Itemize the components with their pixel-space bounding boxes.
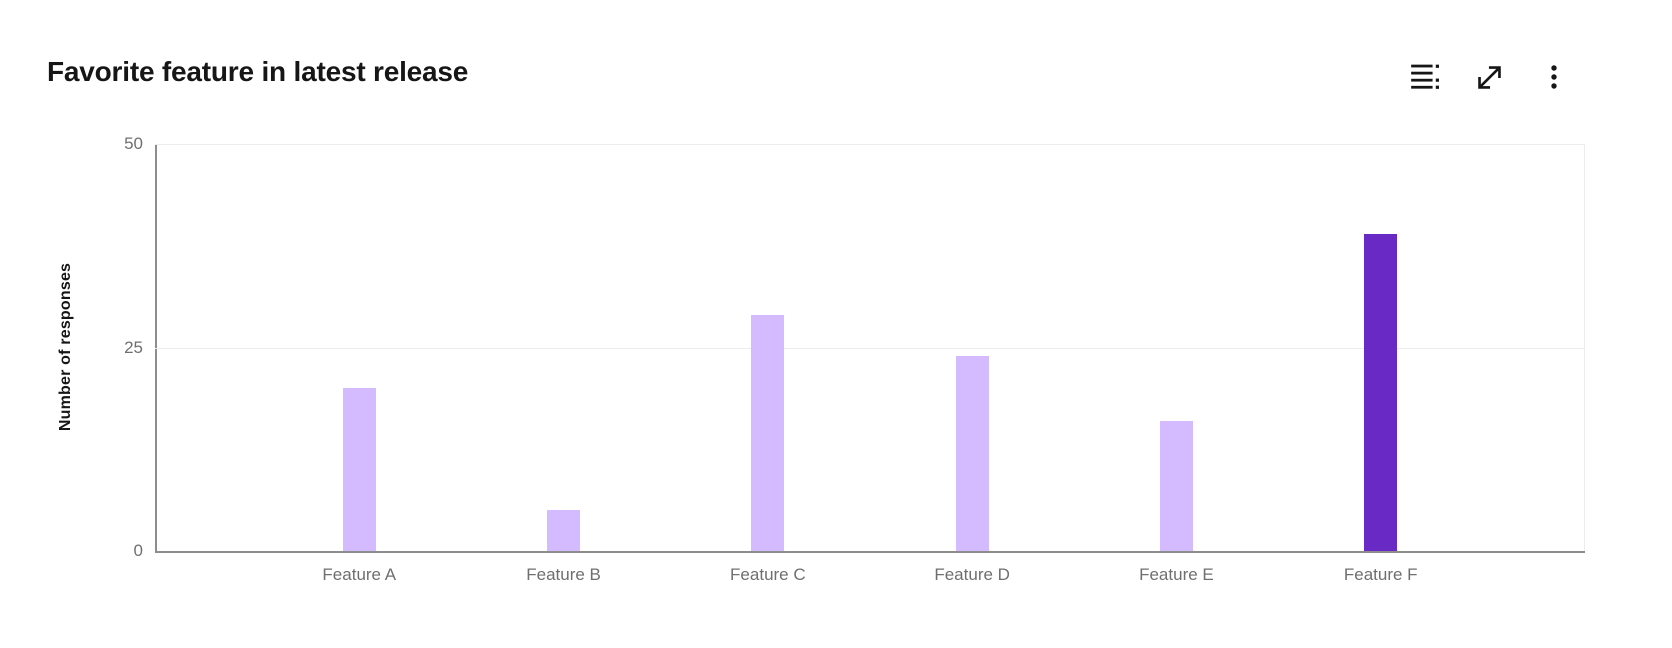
plot-area xyxy=(155,144,1585,553)
bar-feature-a[interactable] xyxy=(342,388,376,551)
x-tick-label: Feature C xyxy=(730,565,806,584)
y-tick-label: 50 xyxy=(124,134,143,153)
x-tick-label: Feature E xyxy=(1139,565,1214,584)
chart-title: Favorite feature in latest release xyxy=(47,56,469,87)
data-table-icon xyxy=(1409,64,1439,91)
x-axis-line xyxy=(155,551,1585,553)
bar-feature-f[interactable] xyxy=(1364,233,1398,551)
x-tick-label: Feature B xyxy=(526,565,601,584)
y-axis-ticks: 0 25 50 xyxy=(60,134,143,560)
x-tick-label: Feature A xyxy=(322,565,397,584)
x-tick-label: Feature D xyxy=(934,565,1010,584)
show-data-table-button[interactable] xyxy=(1404,57,1444,97)
bar-feature-c[interactable] xyxy=(751,314,785,551)
overflow-menu-button[interactable] xyxy=(1534,57,1574,97)
maximize-icon xyxy=(1474,62,1505,93)
overflow-menu-icon xyxy=(1540,63,1568,91)
maximize-button[interactable] xyxy=(1469,57,1509,97)
bar-feature-b[interactable] xyxy=(547,510,581,551)
x-axis-labels: Feature A Feature B Feature C Feature D Feat… xyxy=(155,565,1585,589)
x-tick-label: Feature F xyxy=(1343,565,1418,584)
y-tick-label: 25 xyxy=(124,337,143,357)
chart-toolbar xyxy=(1404,57,1574,97)
gridline-y-50 xyxy=(155,144,1585,145)
bar-feature-d[interactable] xyxy=(955,355,989,551)
y-tick-label: 0 xyxy=(133,541,143,560)
gridline-y-25 xyxy=(155,347,1585,349)
bar-feature-e[interactable] xyxy=(1159,420,1193,551)
